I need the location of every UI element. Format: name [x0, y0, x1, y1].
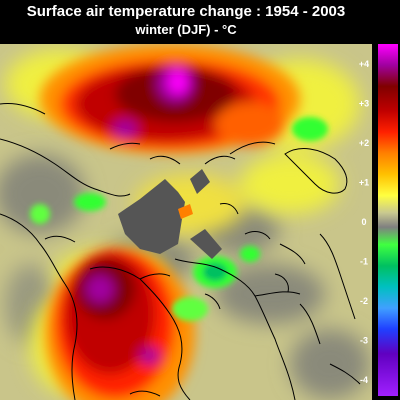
- no-data-polar-cap: [118, 169, 222, 259]
- map-title: Surface air temperature change : 1954 - …: [26, 3, 346, 20]
- colorbar-tick-label: 0: [361, 217, 366, 227]
- colorbar-tick-label: +3: [359, 99, 369, 109]
- colorbar-tick-label: +2: [359, 138, 369, 148]
- colorbar-ticks: +4 +3 +2 +1 0 -1 -2 -3 -4: [359, 59, 369, 385]
- siberia-warming: [40, 44, 300, 154]
- colorbar-tick-label: -1: [360, 257, 368, 267]
- temperature-change-map: [0, 44, 372, 400]
- colorbar-gradient: [378, 44, 398, 396]
- coastlines: [0, 103, 361, 400]
- cooling-zones: [30, 117, 328, 321]
- colorbar-tick-label: -3: [360, 336, 368, 346]
- colorbar-tick-label: -2: [360, 296, 368, 306]
- colorbar-tick-label: -4: [360, 375, 368, 385]
- colorbar-tick-label: +1: [359, 178, 369, 188]
- map-subtitle: winter (DJF) - °C: [135, 22, 237, 37]
- colorbar-tick-label: +4: [359, 59, 369, 69]
- north-america-warming: [45, 249, 195, 400]
